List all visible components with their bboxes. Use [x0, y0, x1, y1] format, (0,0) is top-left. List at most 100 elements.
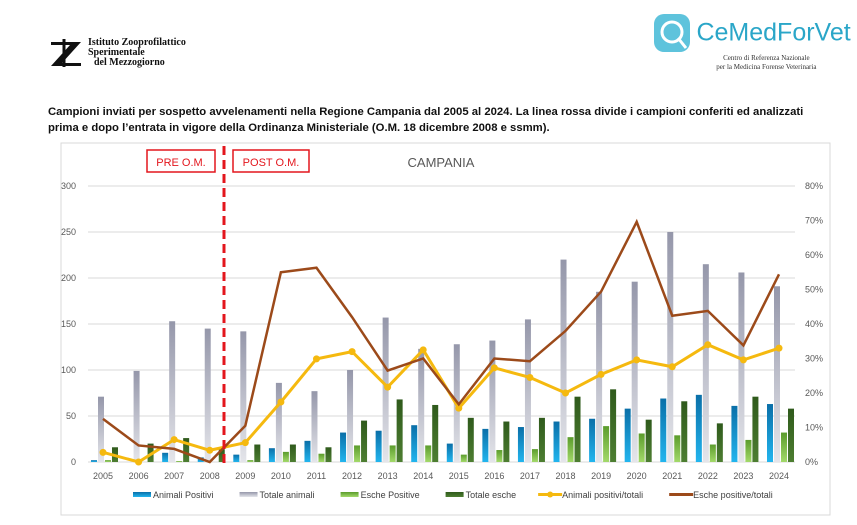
- y-left-tick-label: 100: [61, 365, 76, 375]
- bar-esche-positive: [674, 435, 681, 462]
- legend-swatch-animali-positivi: [133, 492, 151, 497]
- bar-animali-positivi: [553, 421, 560, 462]
- bar-totale-esche: [325, 447, 332, 462]
- marker-animali-positivi-totali: [170, 436, 178, 444]
- bar-totale-animali: [667, 232, 674, 462]
- bar-animali-positivi: [375, 430, 382, 462]
- x-tick-label: 2019: [591, 471, 611, 481]
- bar-animali-positivi: [91, 460, 97, 462]
- bar-totale-esche: [645, 419, 652, 462]
- bar-animali-positivi: [517, 427, 524, 462]
- legend-swatch-totale-esche: [445, 492, 464, 497]
- legend-marker-animali-positivi-totali: [547, 491, 554, 498]
- marker-animali-positivi-totali: [775, 344, 783, 352]
- bar-animali-positivi: [268, 448, 275, 462]
- bar-totale-animali: [347, 370, 354, 462]
- legend-label-totale-animali: Totale animali: [260, 490, 315, 500]
- bar-esche-positive: [105, 460, 111, 462]
- bar-totale-esche: [716, 423, 723, 462]
- x-tick-label: 2007: [164, 471, 184, 481]
- legend-label-animali-positivi: Animali Positivi: [153, 490, 214, 500]
- izs-line: del Mezzogiorno: [94, 57, 165, 68]
- bar-totale-esche: [752, 396, 759, 462]
- bar-totale-esche: [788, 408, 794, 462]
- bar-totale-esche: [289, 444, 296, 462]
- y-right-tick-label: 0%: [805, 457, 818, 467]
- y-right-tick-label: 80%: [805, 181, 823, 191]
- izs-line: Sperimentale: [88, 47, 145, 58]
- line-animali-positivi-totali: [102, 343, 780, 464]
- pre-om-box: [146, 149, 216, 173]
- bar-totale-animali: [133, 370, 140, 462]
- bar-esche-positive: [781, 432, 787, 462]
- y-right-tick-label: 50%: [805, 285, 823, 295]
- x-tick-label: 2017: [520, 471, 540, 481]
- bar-totale-esche: [361, 420, 368, 462]
- x-tick-label: 2015: [449, 471, 469, 481]
- bar-animali-positivi: [482, 428, 489, 462]
- bar-totale-animali: [774, 286, 780, 462]
- x-tick-label: 2010: [271, 471, 291, 481]
- bar-totale-esche: [396, 399, 403, 462]
- marker-animali-positivi-totali: [99, 448, 107, 456]
- bar-totale-animali: [489, 340, 496, 462]
- y-right-tick-label: 30%: [805, 354, 823, 364]
- bar-esche-positive: [603, 426, 610, 462]
- x-tick-label: 2016: [484, 471, 504, 481]
- bar-totale-animali: [311, 391, 318, 462]
- bar-totale-animali: [275, 382, 282, 462]
- cemedforvet-logo: CeMedForVet Centro di Referenza Nazional…: [652, 12, 851, 72]
- marker-animali-positivi-totali: [704, 341, 712, 349]
- x-tick-label: 2008: [200, 471, 220, 481]
- marker-animali-positivi-totali: [490, 364, 498, 372]
- bar-totale-esche: [183, 438, 190, 462]
- bar-totale-animali: [169, 321, 176, 462]
- marker-animali-positivi-totali: [633, 356, 641, 364]
- x-tick-label: 2013: [378, 471, 398, 481]
- legend-label-esche-positive: Esche Positive: [361, 490, 420, 500]
- bar-esche-positive: [709, 444, 716, 462]
- y-left-tick-label: 150: [61, 319, 76, 329]
- bar-totale-animali: [524, 319, 531, 462]
- x-tick-label: 2024: [769, 471, 789, 481]
- bar-esche-positive: [531, 449, 538, 462]
- x-tick-label: 2023: [733, 471, 753, 481]
- bar-esche-positive: [176, 461, 183, 462]
- y-right-tick-label: 70%: [805, 216, 823, 226]
- x-tick-label: 2006: [129, 471, 149, 481]
- marker-animali-positivi-totali: [312, 355, 320, 363]
- marker-animali-positivi-totali: [348, 348, 356, 356]
- cemedforvet-name: CeMedForVet: [696, 18, 851, 47]
- bar-totale-esche: [218, 449, 225, 462]
- bar-esche-positive: [389, 445, 396, 462]
- bar-totale-animali: [240, 331, 247, 462]
- bar-totale-esche: [538, 417, 545, 462]
- x-tick-label: 2005: [93, 471, 113, 481]
- chart-title: CAMPANIA: [408, 155, 475, 170]
- bar-totale-esche: [503, 421, 510, 462]
- bar-esche-positive: [745, 439, 752, 462]
- y-left-tick-label: 250: [61, 227, 76, 237]
- bar-esche-positive: [425, 445, 432, 462]
- bar-totale-animali: [418, 348, 425, 462]
- post-om-box: [232, 149, 310, 173]
- marker-animali-positivi-totali: [206, 446, 214, 454]
- y-left-tick-label: 300: [61, 181, 76, 191]
- legend-swatch-esche-positive: [340, 492, 359, 497]
- marker-animali-positivi-totali: [597, 370, 605, 378]
- y-left-tick-label: 0: [71, 457, 76, 467]
- marker-animali-positivi-totali: [135, 458, 143, 466]
- bar-totale-esche: [610, 389, 617, 462]
- bar-totale-esche: [467, 417, 474, 462]
- bar-totale-animali: [738, 272, 745, 462]
- marker-animali-positivi-totali: [526, 373, 534, 381]
- bar-esche-positive: [460, 454, 467, 462]
- x-tick-label: 2012: [342, 471, 362, 481]
- post-om-label: POST O.M.: [243, 157, 300, 169]
- bar-esche-positive: [282, 451, 289, 462]
- bar-esche-positive: [247, 460, 254, 462]
- legend-label-animali-positivi-totali: Animali positivi/totali: [562, 490, 643, 500]
- izs-logo: Istituto Zooprofilattico Sperimentale de…: [48, 38, 186, 68]
